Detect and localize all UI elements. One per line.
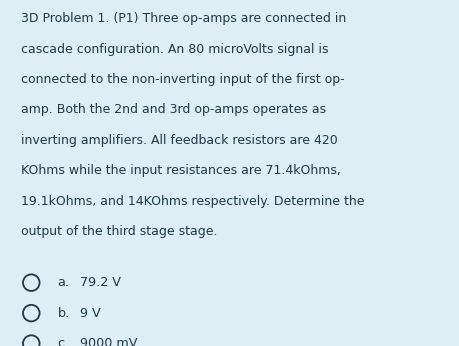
- Text: c.: c.: [57, 337, 68, 346]
- Text: amp. Both the 2nd and 3rd op-amps operates as: amp. Both the 2nd and 3rd op-amps operat…: [21, 103, 325, 117]
- Text: a.: a.: [57, 276, 69, 290]
- Text: 19.1kOhms, and 14KOhms respectively. Determine the: 19.1kOhms, and 14KOhms respectively. Det…: [21, 195, 364, 208]
- Text: output of the third stage stage.: output of the third stage stage.: [21, 225, 217, 238]
- Text: KOhms while the input resistances are 71.4kOhms,: KOhms while the input resistances are 71…: [21, 164, 340, 177]
- Text: 79.2 V: 79.2 V: [80, 276, 121, 290]
- Text: b.: b.: [57, 307, 70, 320]
- Text: 9 V: 9 V: [80, 307, 101, 320]
- Text: 9000 mV: 9000 mV: [80, 337, 138, 346]
- Text: inverting amplifiers. All feedback resistors are 420: inverting amplifiers. All feedback resis…: [21, 134, 337, 147]
- Text: 3D Problem 1. (P1) Three op-amps are connected in: 3D Problem 1. (P1) Three op-amps are con…: [21, 12, 345, 25]
- Text: connected to the non-inverting input of the first op-: connected to the non-inverting input of …: [21, 73, 344, 86]
- Text: cascade configuration. An 80 microVolts signal is: cascade configuration. An 80 microVolts …: [21, 43, 327, 56]
